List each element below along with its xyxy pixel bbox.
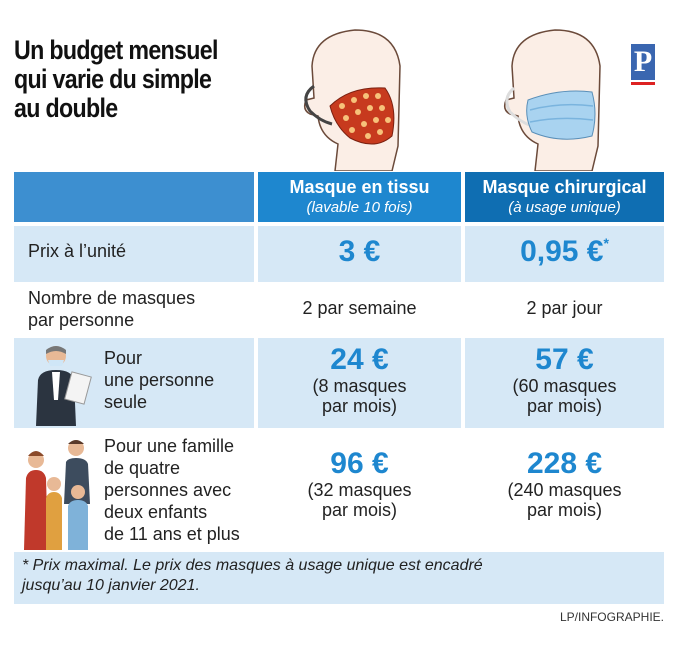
row-label-cell: Pour une personne seule [14, 338, 254, 428]
table-row: Nombre de masques par personne 2 par sem… [14, 282, 664, 336]
surgical-family-detail: par mois) [526, 500, 602, 520]
footnote-marker: * [603, 235, 609, 251]
table-row: Pour une personne seule 24 € (8 masques … [14, 338, 664, 428]
surgical-family-cost: 228 € [526, 447, 603, 480]
row-label-line: par personne [28, 310, 135, 330]
row-label-line: personnes avec [104, 480, 232, 500]
surgical-quantity: 2 par jour [526, 298, 603, 318]
row-label-cell: Pour une famille de quatre personnes ave… [14, 428, 254, 552]
surgical-price: 0,95 €* [465, 235, 664, 269]
fabric-monthly-detail: (8 masques [312, 376, 407, 396]
row-label: Pour une famille de quatre personnes ave… [104, 435, 240, 545]
credit-text: LP/INFOGRAPHIE. [559, 610, 664, 624]
title-line: au double [14, 93, 118, 123]
surgical-monthly-cost: 57 € [535, 343, 594, 376]
fabric-value-cell: 96 € (32 masques par mois) [258, 428, 461, 552]
row-label: Prix à l’unité [28, 241, 127, 261]
table-row: Prix à l’unité 3 € 0,95 €* [14, 226, 664, 282]
row-label-line: Pour une famille [104, 436, 235, 456]
fabric-mask-face-illustration [303, 29, 401, 171]
fabric-value-cell: 2 par semaine [258, 282, 461, 336]
row-label-cell: Prix à l’unité [14, 226, 254, 282]
footnote: * Prix maximal. Le prix des masques à us… [14, 552, 664, 604]
brand-logo: P [631, 44, 655, 85]
surgical-value-cell: 228 € (240 masques par mois) [465, 428, 664, 552]
header-fabric-mask: Masque en tissu (lavable 10 fois) [258, 172, 461, 222]
row-label-line: Pour [104, 348, 143, 368]
header-sub: (à usage unique) [508, 199, 621, 216]
row-label-line: Nombre de masques [28, 288, 196, 308]
header-main: Masque chirurgical [482, 177, 647, 197]
row-label-line: deux enfants [104, 502, 208, 522]
header-blank-cell [14, 172, 254, 222]
surgical-family-detail: (240 masques [507, 480, 622, 500]
surgical-monthly-detail: par mois) [526, 396, 602, 416]
surgical-value-cell: 2 par jour [465, 282, 664, 336]
row-label-line: une personne [104, 370, 215, 390]
fabric-family-detail: par mois) [321, 500, 397, 520]
row-label-line: seule [104, 392, 148, 412]
surgical-value-cell: 57 € (60 masques par mois) [465, 338, 664, 428]
surgical-value-cell: 0,95 €* [465, 226, 664, 282]
header-main: Masque en tissu [289, 177, 430, 197]
row-label: Pour une personne seule [104, 347, 214, 413]
footnote-line: jusqu’au 10 janvier 2021. [22, 577, 200, 594]
row-label-line: de quatre [104, 458, 181, 478]
footnote-line: * Prix maximal. Le prix des masques à us… [22, 557, 483, 574]
surgical-mask-face-illustration [503, 29, 601, 171]
title-line: Un budget mensuel [14, 35, 218, 65]
row-label-line: de 11 ans et plus [104, 524, 240, 544]
header-surgical-mask: Masque chirurgical (à usage unique) [465, 172, 664, 222]
fabric-monthly-cost: 24 € [330, 343, 389, 376]
fabric-value-cell: 24 € (8 masques par mois) [258, 338, 461, 428]
fabric-family-detail: (32 masques [307, 480, 412, 500]
surgical-price-value: 0,95 € [520, 235, 604, 268]
fabric-family-cost: 96 € [330, 447, 389, 480]
surgical-monthly-detail: (60 masques [512, 376, 617, 396]
fabric-quantity: 2 par semaine [302, 298, 417, 318]
person-icon [36, 346, 92, 426]
table-row: Pour une famille de quatre personnes ave… [14, 428, 664, 552]
row-label-cell: Nombre de masques par personne [14, 282, 254, 336]
fabric-price: 3 € [338, 235, 381, 268]
row-label: Nombre de masques par personne [14, 282, 254, 331]
fabric-monthly-detail: par mois) [321, 396, 397, 416]
family-icon [24, 440, 90, 550]
header-sub: (lavable 10 fois) [306, 199, 413, 216]
page-title: Un budget mensuel qui varie du simple au… [14, 36, 238, 123]
title-line: qui varie du simple [14, 64, 212, 94]
fabric-value-cell: 3 € [258, 226, 461, 282]
